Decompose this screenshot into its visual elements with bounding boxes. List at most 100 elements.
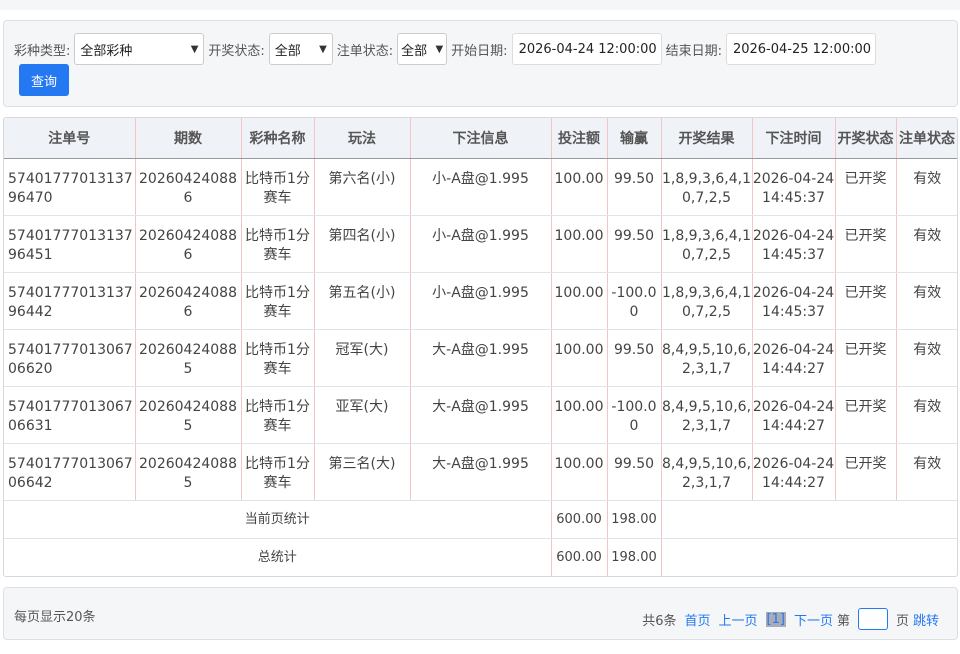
table-cell: 有效 bbox=[896, 158, 957, 216]
table-cell: 已开奖 bbox=[835, 443, 897, 501]
prev-page-link[interactable]: 上一页 bbox=[718, 613, 758, 629]
table-cell: 大-A盘@1.995 bbox=[410, 443, 552, 501]
table-cell: -100.00 bbox=[607, 386, 662, 444]
table-cell: 100.00 bbox=[551, 443, 608, 501]
table-cell: 比特币1分赛车 bbox=[241, 329, 315, 387]
table-cell: 2026-04-24 14:44:27 bbox=[752, 443, 836, 501]
query-button[interactable]: 查询 bbox=[19, 64, 69, 96]
table-cell: 第三名(大) bbox=[314, 443, 411, 501]
table-cell: 比特币1分赛车 bbox=[241, 215, 315, 273]
draw-status-select[interactable]: 全部 ▼ bbox=[268, 33, 333, 65]
column-header: 下注时间 bbox=[752, 118, 836, 159]
table-cell: 2026-04-24 14:45:37 bbox=[752, 158, 836, 216]
column-header: 注单号 bbox=[4, 118, 136, 159]
table-cell: 8,4,9,5,10,6,2,3,1,7 bbox=[661, 443, 753, 501]
table-row: 5740177701313796451 202604240886 比特币1分赛车 第四… bbox=[4, 215, 957, 273]
bet-status-select[interactable]: 全部 ▼ bbox=[397, 33, 448, 65]
table-cell: 5740177701306706631 bbox=[4, 386, 136, 444]
summary-amount: 600.00 bbox=[551, 500, 608, 539]
table-cell: 有效 bbox=[896, 329, 957, 387]
table-cell: 202604240886 bbox=[135, 215, 242, 273]
table-cell: 比特币1分赛车 bbox=[241, 272, 315, 330]
column-header: 开奖结果 bbox=[661, 118, 753, 159]
table-cell: 第四名(小) bbox=[314, 215, 411, 273]
table-cell: 有效 bbox=[896, 272, 957, 330]
end-date-input[interactable]: 2026-04-25 12:00:00 bbox=[725, 33, 876, 65]
per-page-info: 每页显示20条 bbox=[14, 610, 96, 625]
column-header: 期数 bbox=[135, 118, 242, 159]
draw-status-value: 全部 bbox=[274, 43, 301, 59]
table-cell: 有效 bbox=[896, 386, 957, 444]
end-date-label: 结束日期: bbox=[665, 43, 722, 59]
table-cell: 100.00 bbox=[551, 329, 608, 387]
table-cell: 8,4,9,5,10,6,2,3,1,7 bbox=[661, 329, 753, 387]
table-cell: 第六名(小) bbox=[314, 158, 411, 216]
table-cell: 100.00 bbox=[551, 272, 608, 330]
lottery-type-label: 彩种类型: bbox=[14, 43, 71, 59]
column-header: 投注额 bbox=[551, 118, 608, 159]
first-page-link[interactable]: 首页 bbox=[684, 613, 711, 629]
start-date-label: 开始日期: bbox=[451, 43, 508, 59]
table-cell: 5740177701306706620 bbox=[4, 329, 136, 387]
page-prefix: 第 bbox=[836, 613, 850, 629]
top-bar bbox=[0, 0, 960, 10]
column-header: 玩法 bbox=[314, 118, 411, 159]
table-cell: 比特币1分赛车 bbox=[241, 443, 315, 501]
lottery-type-select[interactable]: 全部彩种 ▼ bbox=[74, 33, 205, 65]
table-cell: 202604240885 bbox=[135, 386, 242, 444]
table-cell: 大-A盘@1.995 bbox=[410, 329, 552, 387]
summary-empty bbox=[661, 500, 957, 539]
start-date-input[interactable]: 2026-04-24 12:00:00 bbox=[511, 33, 662, 65]
summary-amount: 600.00 bbox=[551, 538, 608, 576]
table-cell: 大-A盘@1.995 bbox=[410, 386, 552, 444]
table-cell: 99.50 bbox=[607, 329, 662, 387]
total-count: 共6条 bbox=[642, 613, 677, 629]
table-cell: 202604240886 bbox=[135, 158, 242, 216]
summary-win: 198.00 bbox=[607, 538, 662, 576]
table-cell: 小-A盘@1.995 bbox=[410, 272, 552, 330]
table-cell: 比特币1分赛车 bbox=[241, 158, 315, 216]
table-row: 5740177701306706620 202604240885 比特币1分赛车 冠军… bbox=[4, 329, 957, 387]
table-cell: 99.50 bbox=[607, 215, 662, 273]
table-cell: 8,4,9,5,10,6,2,3,1,7 bbox=[661, 386, 753, 444]
table-cell: 有效 bbox=[896, 215, 957, 273]
table-cell: 5740177701313796470 bbox=[4, 158, 136, 216]
table-cell: 5740177701313796442 bbox=[4, 272, 136, 330]
table-row: 5740177701313796470 202604240886 比特币1分赛车 第六… bbox=[4, 158, 957, 216]
next-page-link[interactable]: 下一页 bbox=[793, 613, 833, 629]
lottery-type-value: 全部彩种 bbox=[80, 43, 133, 59]
chevron-down-icon: ▼ bbox=[190, 43, 199, 55]
table-cell: 已开奖 bbox=[835, 329, 897, 387]
table-cell: 2026-04-24 14:44:27 bbox=[752, 386, 836, 444]
table-cell: 1,8,9,3,6,4,10,7,2,5 bbox=[661, 215, 753, 273]
summary-empty bbox=[661, 538, 957, 576]
table-cell: 2026-04-24 14:45:37 bbox=[752, 215, 836, 273]
table-cell: 99.50 bbox=[607, 158, 662, 216]
bet-status-label: 注单状态: bbox=[336, 43, 394, 59]
page-number-input[interactable] bbox=[857, 608, 888, 630]
page-summary-row: 当前页统计 600.00 198.00 bbox=[4, 500, 957, 539]
table-cell: 已开奖 bbox=[835, 158, 897, 216]
table-cell: 亚军(大) bbox=[314, 386, 411, 444]
filter-panel: 彩种类型: 全部彩种 ▼ 开奖状态: 全部 ▼ 注单状态: 全部 ▼ 开始日期: 20… bbox=[3, 20, 958, 107]
table-cell: 100.00 bbox=[551, 215, 608, 273]
table-row: 5740177701306706631 202604240885 比特币1分赛车 亚军… bbox=[4, 386, 957, 444]
table-cell: 100.00 bbox=[551, 158, 608, 216]
table-cell: 比特币1分赛车 bbox=[241, 386, 315, 444]
jump-link[interactable]: 跳转 bbox=[912, 613, 939, 629]
table-row: 5740177701313796442 202604240886 比特币1分赛车 第五… bbox=[4, 272, 957, 330]
total-summary-row: 总统计 600.00 198.00 bbox=[4, 538, 957, 576]
table-cell: 99.50 bbox=[607, 443, 662, 501]
current-page[interactable]: [1] bbox=[765, 611, 786, 627]
table-cell: 202604240885 bbox=[135, 443, 242, 501]
table-cell: 冠军(大) bbox=[314, 329, 411, 387]
chevron-down-icon: ▼ bbox=[319, 43, 327, 55]
pagination-bar: 每页显示20条 共6条 首页 上一页 [1] 下一页 第 页 跳转 bbox=[3, 587, 958, 640]
summary-label: 当前页统计 bbox=[4, 500, 552, 539]
table-cell: 5740177701306706642 bbox=[4, 443, 136, 501]
column-header: 彩种名称 bbox=[241, 118, 315, 159]
table-cell: -100.00 bbox=[607, 272, 662, 330]
table-cell: 小-A盘@1.995 bbox=[410, 158, 552, 216]
table-cell: 202604240885 bbox=[135, 329, 242, 387]
table-cell: 5740177701313796451 bbox=[4, 215, 136, 273]
